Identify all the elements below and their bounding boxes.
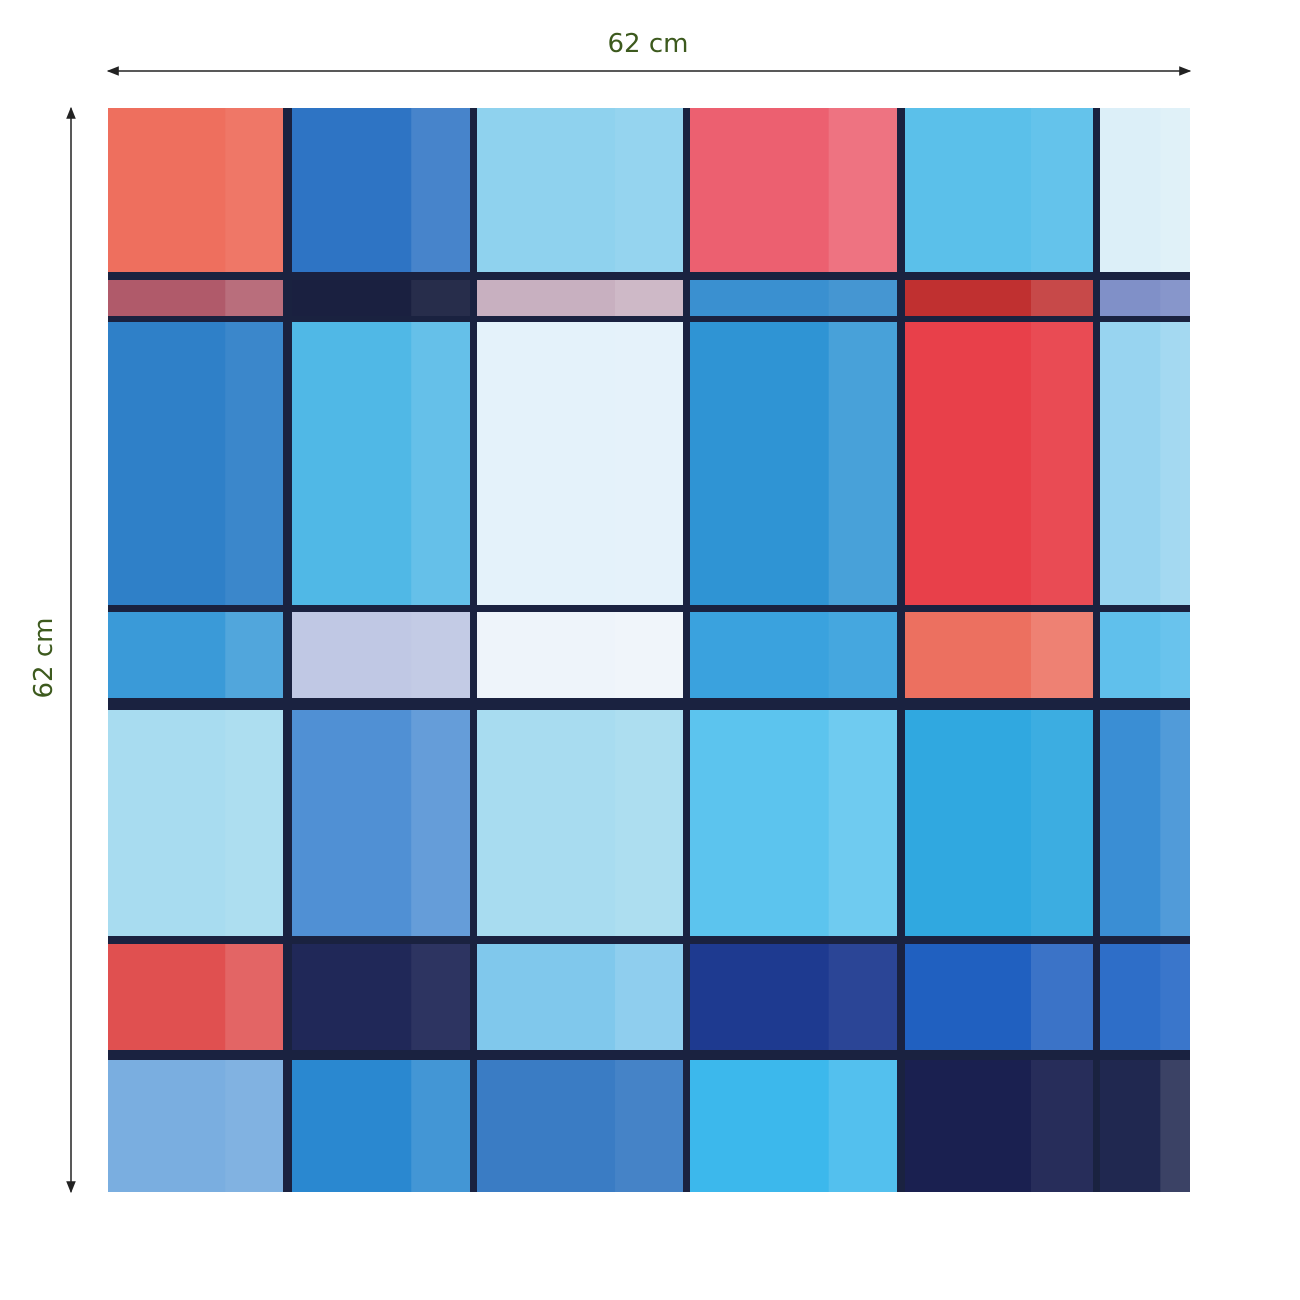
pattern-tile [905, 710, 1093, 936]
pattern-stripe [828, 612, 897, 698]
pattern-stripe [615, 322, 683, 605]
pattern-stripe [615, 710, 683, 936]
pattern-tile [292, 612, 470, 698]
pattern-tile [905, 108, 1093, 272]
pattern-stripe [225, 108, 283, 272]
pattern-stripe [225, 710, 283, 936]
pattern-stripe [225, 612, 283, 698]
pattern-tile [477, 944, 683, 1050]
pattern-stripe [1030, 612, 1093, 698]
pattern-tile [108, 612, 283, 698]
pattern-stripe [1160, 710, 1190, 936]
pattern-tile [690, 710, 897, 936]
pattern-stripe [411, 108, 470, 272]
pattern-tile [690, 322, 897, 605]
pattern-stripe [225, 944, 283, 1050]
pattern-tile [477, 280, 683, 316]
pattern-stripe [1030, 108, 1093, 272]
pattern-tile [905, 944, 1093, 1050]
pattern-stripe [1160, 1060, 1190, 1192]
pattern-tile [1100, 1060, 1190, 1192]
pattern-tile [1100, 944, 1190, 1050]
pattern-stripe [411, 1060, 470, 1192]
pattern-stripe [411, 944, 470, 1050]
pattern-tile [690, 944, 897, 1050]
pattern-tile [905, 1060, 1093, 1192]
pattern-tile [690, 612, 897, 698]
pattern-tile [690, 1060, 897, 1192]
pattern-tile [1100, 710, 1190, 936]
pattern-stripe [225, 280, 283, 316]
pattern-stripe [828, 280, 897, 316]
pattern-stripe [828, 710, 897, 936]
pattern-stripe [1030, 1060, 1093, 1192]
pattern-tile [292, 710, 470, 936]
pattern-stripe [828, 1060, 897, 1192]
pattern-tile [477, 1060, 683, 1192]
pattern-tile [690, 108, 897, 272]
pattern-stripe [615, 280, 683, 316]
pattern-tile [108, 710, 283, 936]
pattern-stripe [411, 710, 470, 936]
pattern-tile [1100, 612, 1190, 698]
pattern-tile [1100, 280, 1190, 316]
pattern-tile [477, 710, 683, 936]
height-label: 62 cm [29, 618, 59, 699]
pattern-tile [905, 612, 1093, 698]
pattern-stripe [411, 280, 470, 316]
pattern-stripe [828, 944, 897, 1050]
pattern-stripe [1030, 280, 1093, 316]
pattern-tile [477, 108, 683, 272]
pattern-stripe [615, 944, 683, 1050]
pattern-stripe [1160, 108, 1190, 272]
pattern-stripe [225, 322, 283, 605]
pattern-stripe [828, 108, 897, 272]
pattern-stripe [615, 612, 683, 698]
pattern-tile [292, 108, 470, 272]
pattern-stripe [1030, 710, 1093, 936]
width-label: 62 cm [608, 29, 689, 59]
pattern-tile [292, 322, 470, 605]
pattern-stripe [1160, 944, 1190, 1050]
pattern-tile [108, 944, 283, 1050]
artwork [108, 108, 1190, 1192]
pattern-stripe [1160, 322, 1190, 605]
pattern-stripe [1160, 280, 1190, 316]
pattern-stripe [225, 1060, 283, 1192]
pattern-tile [108, 322, 283, 605]
pattern-tile [108, 108, 283, 272]
pattern-tile [108, 1060, 283, 1192]
pattern-tile [292, 280, 470, 316]
pattern-tile [690, 280, 897, 316]
pattern-tile [477, 322, 683, 605]
pattern-stripe [1030, 944, 1093, 1050]
pattern-tile [292, 944, 470, 1050]
pattern-stripe [615, 108, 683, 272]
pattern-tile [292, 1060, 470, 1192]
pattern-stripe [1160, 612, 1190, 698]
pattern-stripe [1030, 322, 1093, 605]
pattern-tile [108, 280, 283, 316]
pattern-stripe [411, 612, 470, 698]
pattern-stripe [828, 322, 897, 605]
pattern-tile [905, 322, 1093, 605]
pattern-tile [1100, 322, 1190, 605]
pattern-stripe [411, 322, 470, 605]
pattern-tile [477, 612, 683, 698]
pattern-tile [905, 280, 1093, 316]
pattern-stripe [615, 1060, 683, 1192]
pattern-tile [1100, 108, 1190, 272]
